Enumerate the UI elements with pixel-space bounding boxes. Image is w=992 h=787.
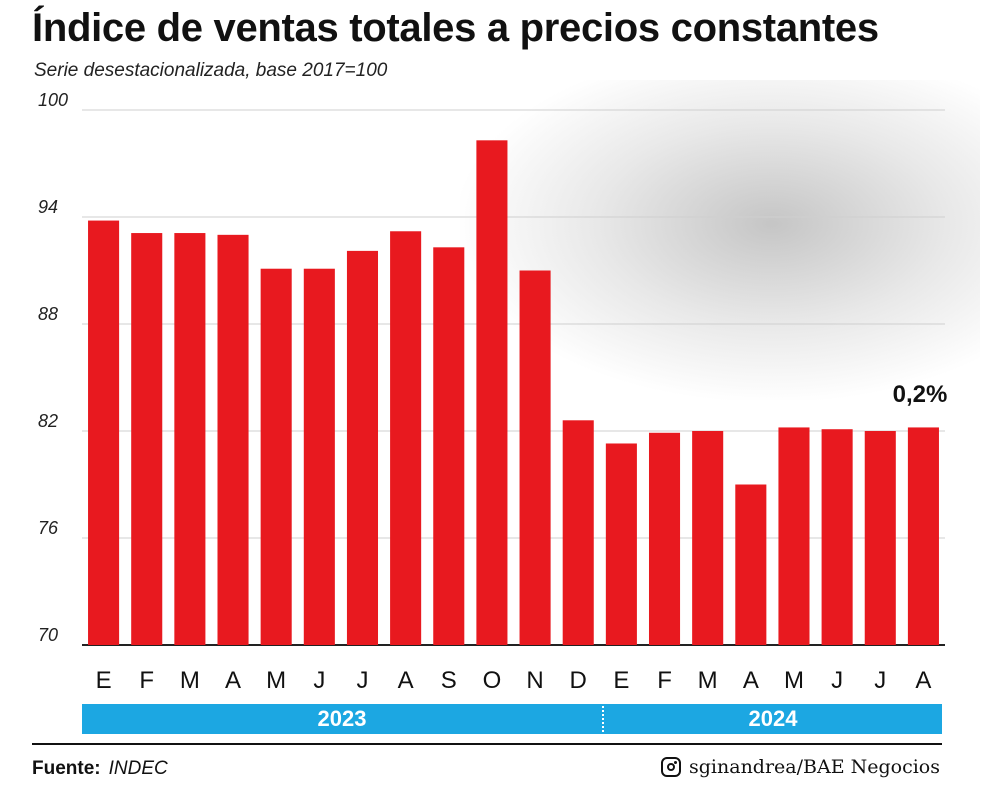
source: Fuente: INDEC (32, 758, 168, 780)
bar (648, 432, 681, 645)
bar (605, 443, 637, 645)
y-axis-ticks: 70 76 82 88 94 100 (38, 90, 68, 645)
footer-rule (32, 743, 942, 745)
x-tick-label: J (356, 667, 368, 694)
y-tick-label: 76 (38, 518, 59, 538)
bar (864, 431, 896, 645)
bar (88, 220, 120, 646)
chart-subtitle: Serie desestacionalizada, base 2017=100 (34, 60, 388, 81)
bar (562, 420, 594, 645)
x-tick-label: J (831, 667, 843, 694)
chart-title: Índice de ventas totales a precios const… (32, 6, 879, 50)
y-tick-label: 100 (38, 90, 68, 110)
x-tick-label: A (225, 667, 241, 694)
bar (217, 234, 249, 646)
bar (907, 427, 939, 645)
x-tick-label: J (313, 667, 325, 694)
x-tick-label: O (483, 667, 502, 694)
bar (303, 268, 335, 645)
bar (519, 270, 551, 645)
x-tick-label: A (743, 667, 759, 694)
x-tick-label: J (874, 667, 886, 694)
source-value: INDEC (108, 758, 168, 779)
year-separator (602, 706, 604, 732)
bar (735, 484, 767, 645)
bar (260, 268, 292, 645)
x-tick-label: M (266, 667, 286, 694)
bars (88, 140, 939, 646)
y-tick-label: 94 (38, 197, 58, 217)
grid-lines (82, 109, 945, 646)
x-tick-label: A (915, 667, 931, 694)
x-tick-label: M (784, 667, 804, 694)
credit: sginandrea/BAE Negocios (661, 756, 940, 778)
credit-text: sginandrea/BAE Negocios (689, 756, 940, 778)
bar (346, 250, 379, 645)
bar (433, 247, 465, 646)
instagram-icon (661, 757, 682, 777)
last-change-annotation: 0,2% (893, 381, 948, 408)
source-label: Fuente: (32, 758, 101, 779)
bar (131, 233, 163, 646)
bar (821, 429, 853, 645)
y-tick-label: 88 (38, 304, 58, 324)
x-tick-label: E (613, 667, 629, 694)
x-tick-label: M (180, 667, 200, 694)
x-tick-label: N (526, 667, 543, 694)
y-tick-label: 82 (38, 411, 58, 431)
year-band: 2023 2024 (82, 704, 942, 734)
bar (778, 427, 810, 645)
x-tick-label: F (657, 667, 672, 694)
bar (476, 140, 508, 646)
x-tick-label: M (698, 667, 718, 694)
y-tick-label: 70 (38, 625, 58, 645)
bar (692, 431, 724, 645)
x-tick-label: S (441, 667, 457, 694)
bar (174, 233, 206, 646)
x-tick-label: A (398, 667, 414, 694)
year-label-2024: 2024 (748, 706, 798, 731)
year-label-2023: 2023 (317, 706, 367, 731)
x-tick-label: F (139, 667, 154, 694)
bar (390, 231, 422, 645)
x-tick-label: E (96, 667, 112, 694)
x-tick-label: D (570, 667, 587, 694)
